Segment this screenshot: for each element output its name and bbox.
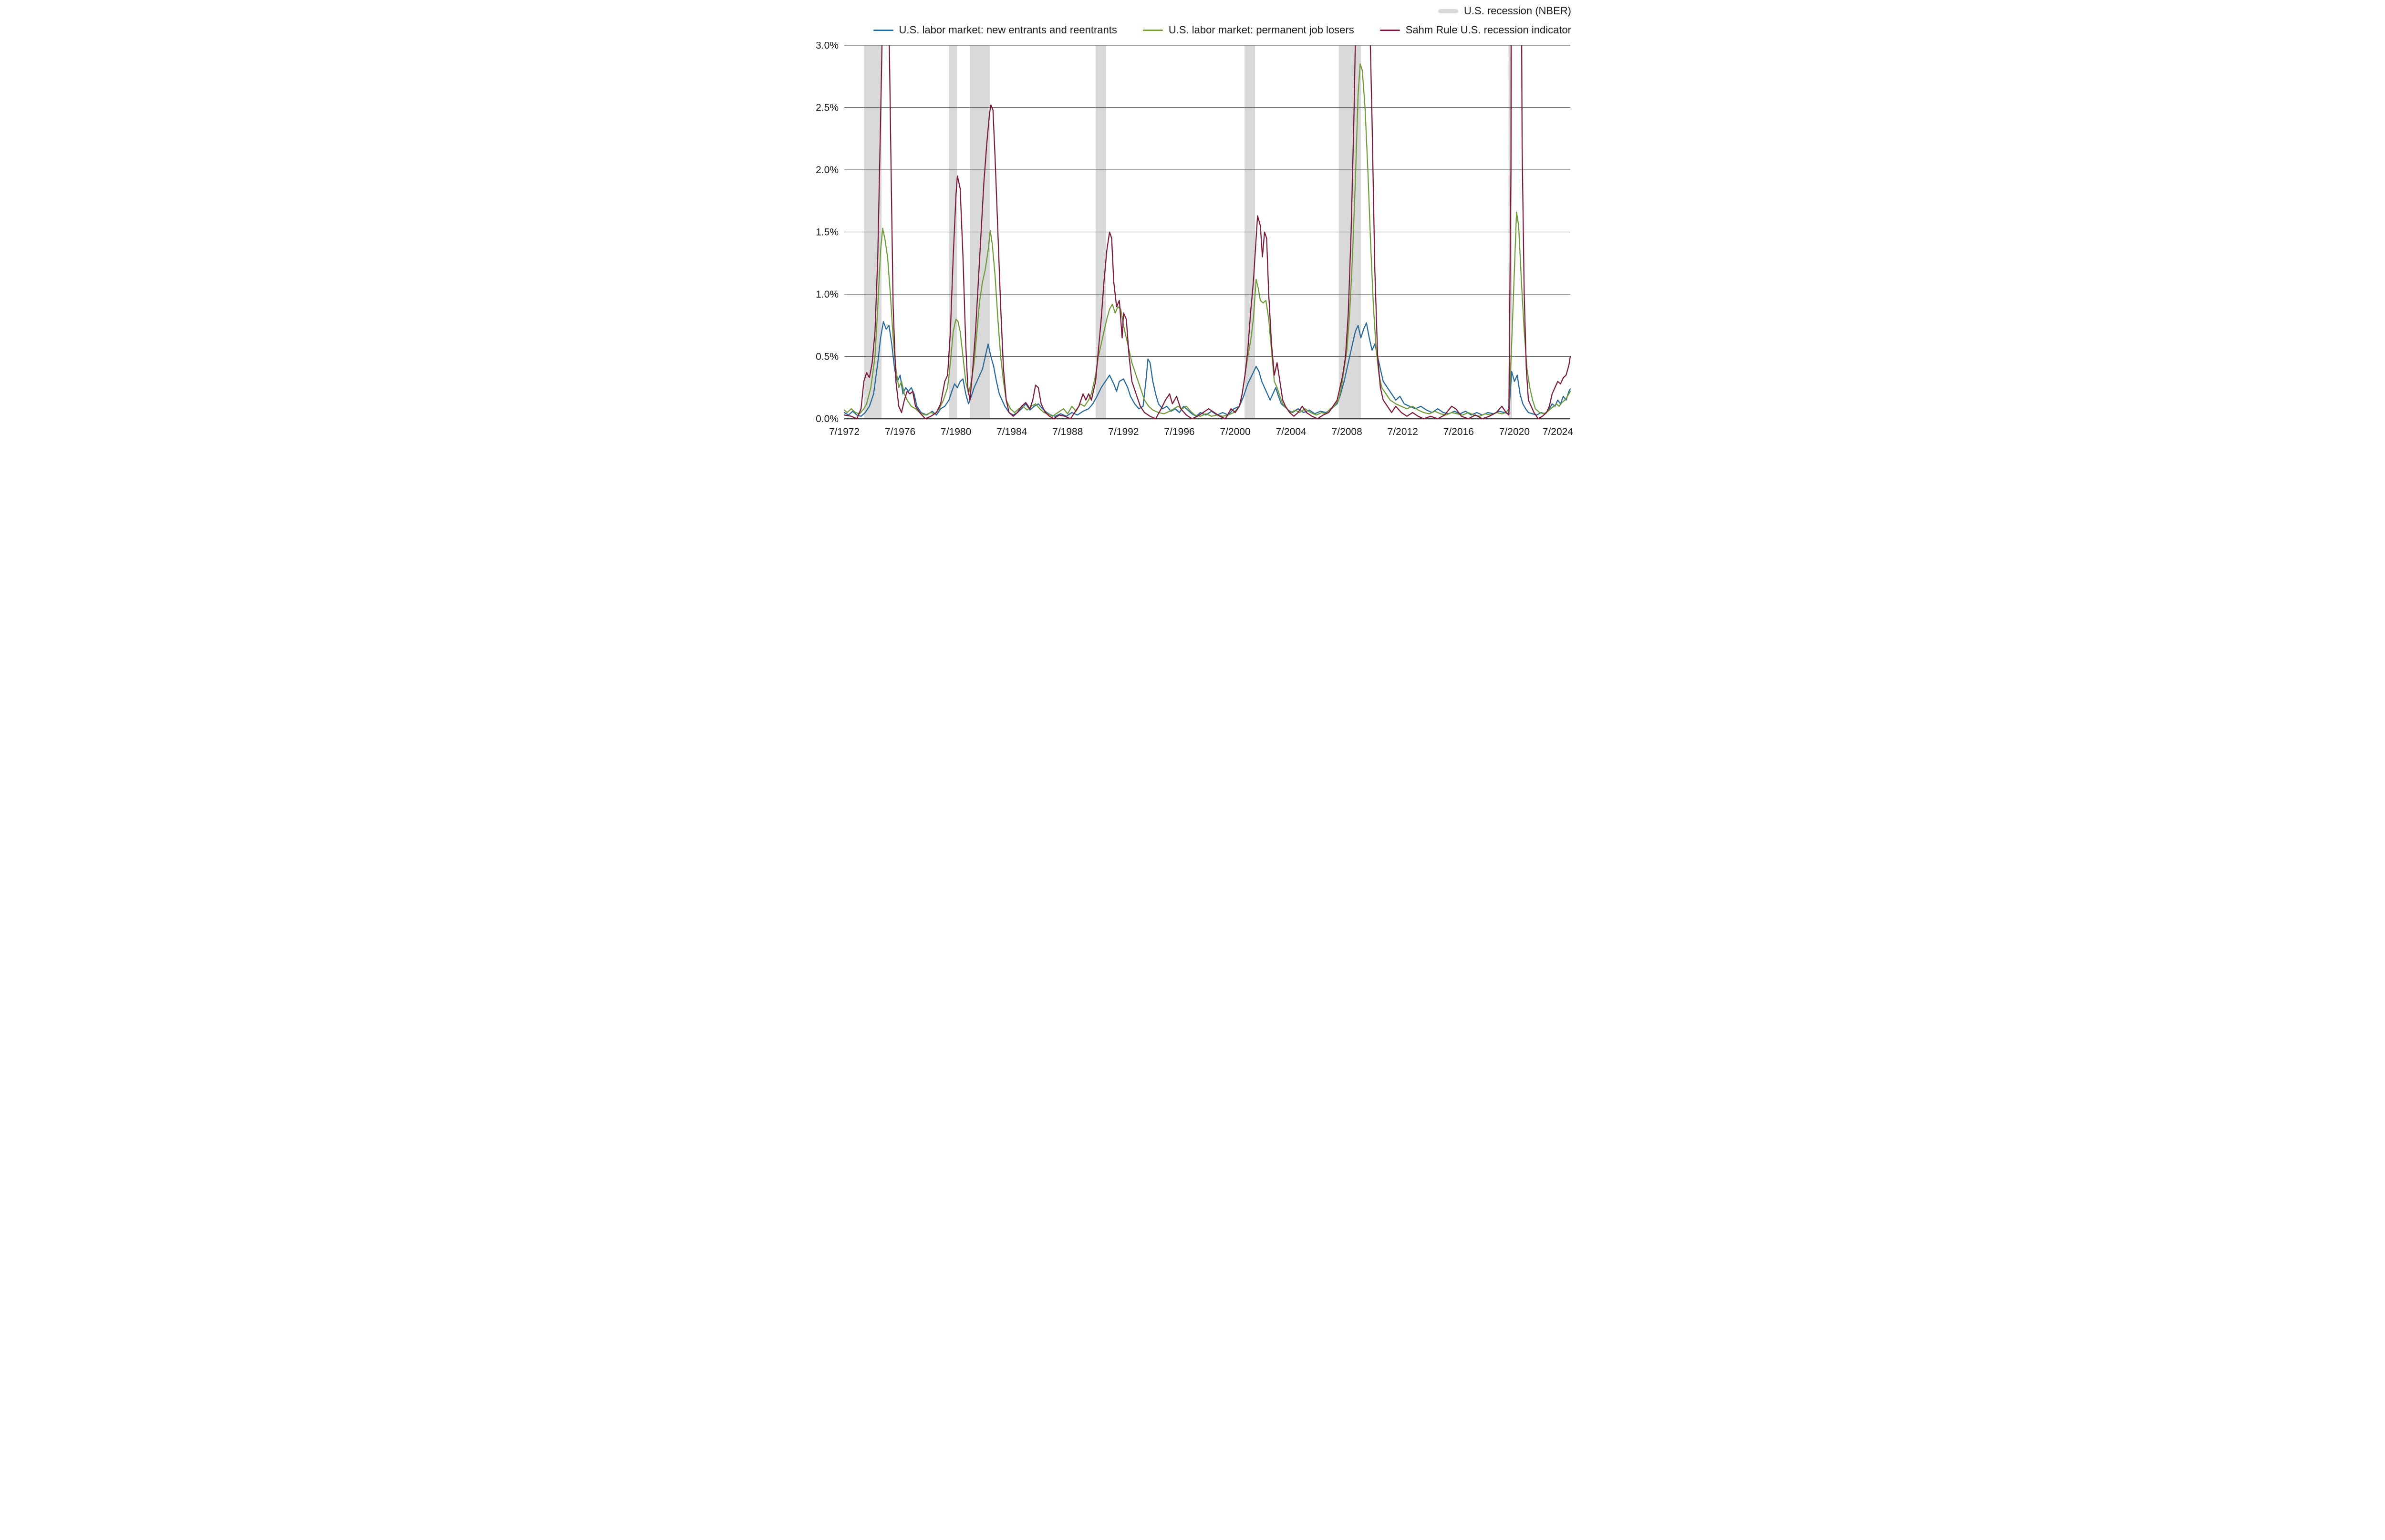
recession-band-swatch: [1438, 9, 1459, 13]
legend-label-recession: U.S. recession (NBER): [1464, 5, 1571, 17]
series-line-1: [844, 63, 1571, 417]
legend: U.S. recession (NBER) U.S. labor market:…: [811, 0, 1574, 36]
legend-label-permanent-job-losers: U.S. labor market: permanent job losers: [1168, 24, 1354, 36]
x-tick-label: 7/2020: [1499, 426, 1530, 437]
x-tick-label: 7/1988: [1052, 426, 1083, 437]
series-line-0: [844, 321, 1571, 417]
y-tick-label: 3.0%: [816, 42, 839, 51]
y-tick-label: 0.0%: [816, 413, 839, 424]
x-tick-label: 7/1980: [941, 426, 971, 437]
x-tick-label: 7/2000: [1220, 426, 1250, 437]
x-tick-label: 7/1996: [1164, 426, 1194, 437]
x-tick-label: 7/2008: [1332, 426, 1362, 437]
x-tick-label: 7/2012: [1388, 426, 1418, 437]
series-line-2: [844, 45, 1571, 420]
legend-item-permanent-job-losers: U.S. labor market: permanent job losers: [1142, 24, 1354, 36]
legend-row-recession: U.S. recession (NBER): [811, 5, 1574, 17]
legend-item-recession: U.S. recession (NBER): [1438, 5, 1571, 17]
x-tick-label: 7/2004: [1275, 426, 1307, 437]
gridlines: [844, 45, 1570, 420]
x-tick-label: 7/1984: [996, 426, 1027, 437]
legend-label-sahm-rule: Sahm Rule U.S. recession indicator: [1405, 24, 1571, 36]
x-tick-label: 7/1976: [885, 426, 915, 437]
y-tick-label: 2.5%: [816, 103, 839, 114]
x-tick-label: 7/1992: [1108, 426, 1139, 437]
chart-container: U.S. recession (NBER) U.S. labor market:…: [811, 0, 1574, 462]
sahm-rule-line-swatch: [1379, 29, 1400, 31]
x-axis-labels: 7/1972 7/1976 7/1980 7/1984 7/1988 7/1992 7/19…: [829, 426, 1573, 437]
legend-item-new-entrants: U.S. labor market: new entrants and reen…: [873, 24, 1117, 36]
x-tick-label: 7/2024: [1543, 426, 1574, 437]
y-tick-label: 0.5%: [816, 351, 839, 362]
chart-canvas: 0.0% 0.5% 1.0% 1.5% 2.0% 2.5% 3.0% 7/1972 7/1976…: [816, 42, 1573, 437]
y-tick-label: 1.0%: [816, 289, 839, 300]
y-tick-label: 1.5%: [816, 227, 839, 238]
x-tick-label: 7/2016: [1443, 426, 1474, 437]
permanent-job-losers-line-swatch: [1142, 29, 1163, 31]
legend-row-series: U.S. labor market: new entrants and reen…: [811, 24, 1574, 36]
legend-label-new-entrants: U.S. labor market: new entrants and reen…: [899, 24, 1117, 36]
x-tick-label: 7/1972: [829, 426, 860, 437]
new-entrants-line-swatch: [873, 29, 893, 31]
y-tick-label: 2.0%: [816, 165, 839, 176]
y-axis-labels: 0.0% 0.5% 1.0% 1.5% 2.0% 2.5% 3.0%: [816, 42, 839, 424]
legend-item-sahm-rule: Sahm Rule U.S. recession indicator: [1379, 24, 1571, 36]
series-lines: [844, 45, 1571, 420]
